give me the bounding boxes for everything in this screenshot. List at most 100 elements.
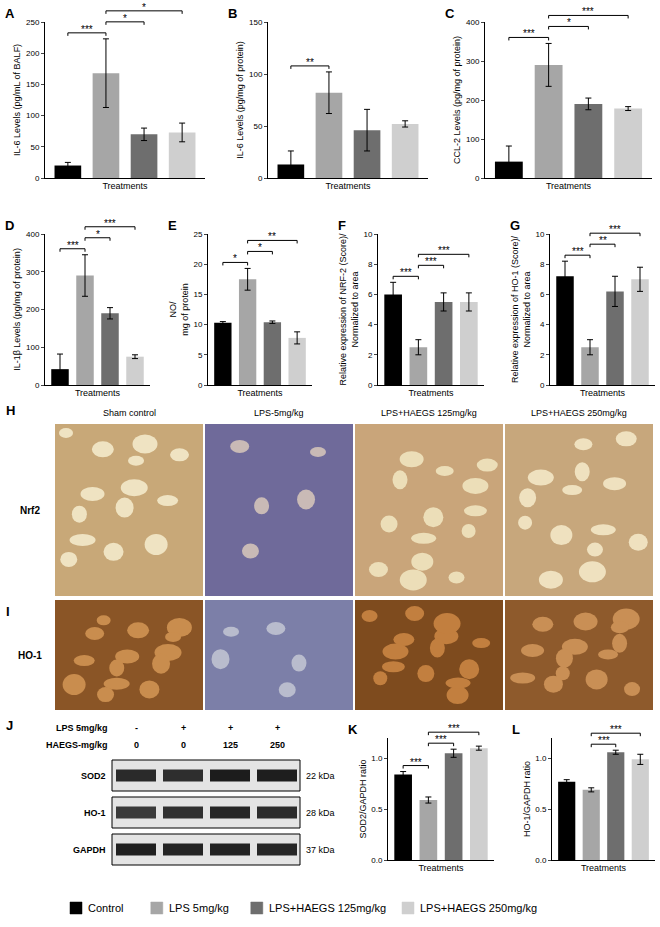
svg-text:LPS-5mg/kg: LPS-5mg/kg [254,408,304,418]
svg-text:IL-6 Levels (pg/mL of BALF): IL-6 Levels (pg/mL of BALF) [12,44,22,156]
svg-text:A: A [5,6,15,21]
svg-text:0: 0 [540,381,545,390]
svg-text:IL-1β Levels (pg/mg of protein: IL-1β Levels (pg/mg of protein) [12,248,22,371]
svg-text:-: - [135,723,138,733]
svg-text:0: 0 [134,740,139,750]
svg-text:Relative expression of NRF-2 (: Relative expression of NRF-2 (Score)/Nor… [338,233,360,386]
svg-text:I: I [6,604,10,619]
svg-text:Treatments: Treatments [418,863,464,873]
svg-text:150: 150 [249,18,263,27]
svg-text:LPS 5mg/kg: LPS 5mg/kg [169,902,229,914]
svg-text:*: * [123,13,127,24]
svg-text:GAPDH: GAPDH [73,845,106,855]
svg-text:0: 0 [475,174,480,183]
svg-text:*: * [142,2,146,13]
svg-text:0.0: 0.0 [371,856,383,865]
svg-text:8: 8 [368,260,373,269]
svg-text:250: 250 [270,740,285,750]
svg-text:***: *** [104,218,116,229]
svg-text:Relative expression of HO-1 (S: Relative expression of HO-1 (Score)/Norm… [510,235,532,383]
svg-text:E: E [168,218,177,233]
svg-text:***: *** [582,6,594,17]
svg-text:200: 200 [26,305,40,314]
svg-text:1.0: 1.0 [371,754,383,763]
svg-text:10: 10 [193,320,202,329]
svg-text:***: *** [400,267,412,278]
svg-text:8: 8 [540,260,545,269]
svg-text:***: *** [448,723,460,734]
svg-text:Treatments: Treatments [102,181,148,191]
svg-text:***: *** [438,245,450,256]
svg-text:28 kDa: 28 kDa [306,808,335,818]
svg-text:0: 0 [35,174,40,183]
svg-text:200: 200 [26,49,40,58]
svg-text:2: 2 [368,351,373,360]
svg-text:IL-6 Levels (pg/mg of protein): IL-6 Levels (pg/mg of protein) [235,41,245,159]
svg-text:1.0: 1.0 [535,754,547,763]
svg-text:SOD2: SOD2 [81,771,106,781]
svg-text:0.0: 0.0 [535,856,547,865]
svg-text:*: * [96,229,100,240]
svg-text:Treatments: Treatments [581,863,627,873]
svg-text:***: *** [67,240,79,251]
svg-text:LPS 5mg/kg: LPS 5mg/kg [56,723,108,733]
svg-text:0: 0 [35,381,40,390]
svg-text:D: D [5,218,14,233]
svg-text:*: * [567,17,571,28]
svg-text:125: 125 [223,740,238,750]
svg-text:150: 150 [26,80,40,89]
svg-text:15: 15 [193,290,202,299]
svg-text:HAEGS-mg/kg: HAEGS-mg/kg [46,740,108,750]
svg-text:0: 0 [368,381,373,390]
svg-text:300: 300 [26,268,40,277]
svg-text:LPS+HAEGS 250mg/kg: LPS+HAEGS 250mg/kg [420,902,537,914]
svg-text:5: 5 [198,351,203,360]
svg-text:G: G [510,218,520,233]
svg-text:Control: Control [88,902,123,914]
svg-text:25: 25 [193,230,202,239]
svg-text:B: B [228,6,237,21]
svg-text:10: 10 [363,230,372,239]
svg-text:0: 0 [181,740,186,750]
svg-text:***: *** [435,734,447,745]
svg-text:HO-1: HO-1 [18,650,42,661]
svg-text:+: + [228,723,233,733]
svg-text:LPS+HAEGS 250mg/kg: LPS+HAEGS 250mg/kg [531,408,627,418]
svg-text:50: 50 [30,143,39,152]
svg-text:Treatments: Treatments [546,181,592,191]
svg-text:250: 250 [26,18,40,27]
svg-text:***: *** [425,256,437,267]
svg-text:4: 4 [540,320,545,329]
svg-text:6: 6 [540,290,545,299]
svg-text:SOD2/GAPDH ratio: SOD2/GAPDH ratio [358,759,368,838]
svg-text:100: 100 [26,111,40,120]
svg-text:400: 400 [466,18,480,27]
svg-text:J: J [6,718,13,733]
svg-text:K: K [348,722,358,737]
svg-text:***: *** [610,724,622,735]
svg-text:HO-1/GAPDH ratio: HO-1/GAPDH ratio [522,761,532,837]
svg-text:Treatments: Treatments [325,181,371,191]
svg-text:NO/mg of protein: NO/mg of protein [168,283,190,336]
svg-text:22 kDa: 22 kDa [306,771,335,781]
svg-text:H: H [6,403,15,418]
svg-text:6: 6 [368,290,373,299]
svg-text:HO-1: HO-1 [84,808,106,818]
svg-text:F: F [338,218,346,233]
svg-text:0: 0 [258,174,263,183]
svg-text:37 kDa: 37 kDa [306,845,335,855]
svg-text:***: *** [609,224,621,235]
svg-text:Treatments: Treatments [408,388,454,398]
svg-text:LPS+HAEGS 125mg/kg: LPS+HAEGS 125mg/kg [269,902,386,914]
svg-text:100: 100 [26,343,40,352]
svg-text:0.5: 0.5 [535,805,547,814]
svg-text:0: 0 [198,381,203,390]
svg-text:***: *** [523,28,535,39]
svg-text:200: 200 [466,96,480,105]
svg-text:100: 100 [466,135,480,144]
svg-text:0.5: 0.5 [371,805,383,814]
svg-text:Nrf2: Nrf2 [20,505,40,516]
svg-text:Sham control: Sham control [103,408,156,418]
svg-text:***: *** [572,246,584,257]
svg-text:20: 20 [193,260,202,269]
